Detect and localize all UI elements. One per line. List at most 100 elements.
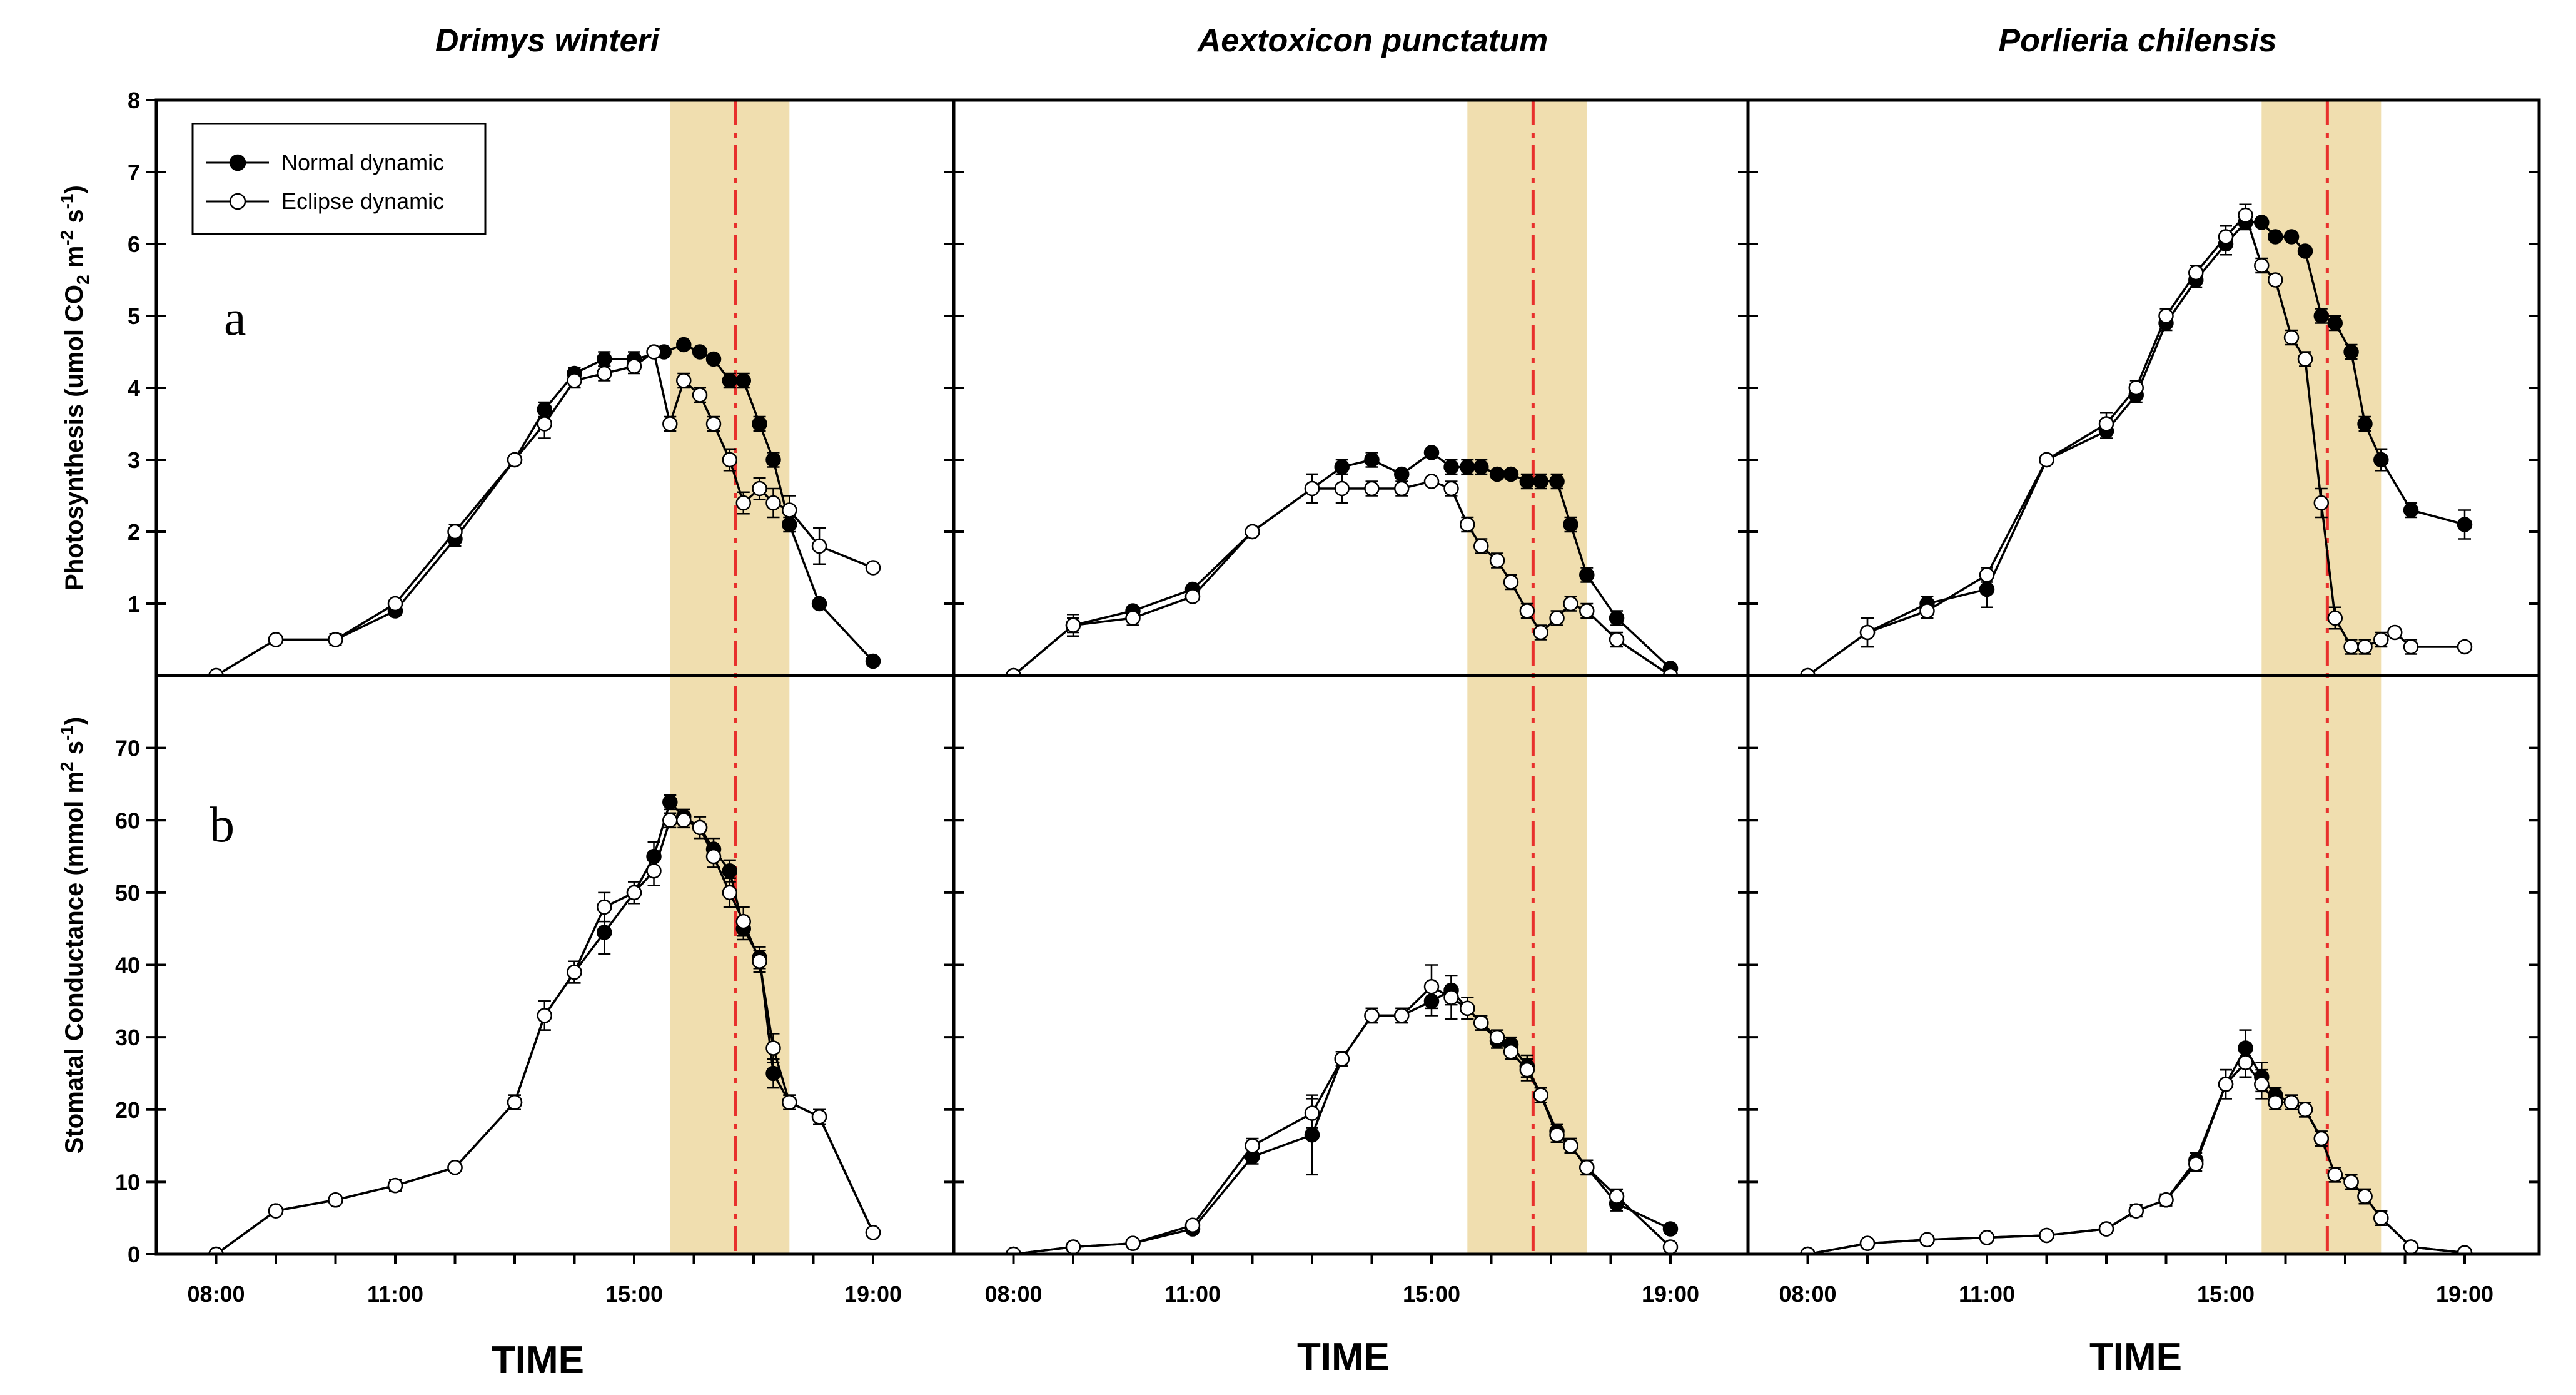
point-photo-0-eclipse-5 <box>507 452 523 468</box>
point-cond-1-normal-5 <box>1304 1127 1320 1143</box>
y-tick-labels: 1 2 3 4 5 6 7 8 0 10 20 30 40 50 60 70 <box>115 88 140 1267</box>
point-photo-1-eclipse-11 <box>1460 517 1475 532</box>
y-axis-b-sup1: 2 <box>57 761 76 771</box>
point-photo-1-normal-9 <box>1423 445 1440 460</box>
point-cond-1-eclipse-16 <box>1533 1087 1549 1103</box>
y-tick-label-b: 70 <box>115 736 140 761</box>
point-photo-2-eclipse-22 <box>2457 639 2473 655</box>
point-photo-1-eclipse-9 <box>1423 474 1440 489</box>
point-cond-0-eclipse-18 <box>765 1040 781 1056</box>
point-photo-1-normal-18 <box>1563 517 1578 532</box>
x-tick-label: 19:00 <box>844 1281 902 1307</box>
x-tick-labels: 08:00 11:00 15:00 19:00 08:00 11:00 15:00 19:00… <box>187 1281 2493 1307</box>
point-cond-0-normal-18 <box>765 1065 781 1082</box>
point-cond-1-eclipse-21 <box>1662 1239 1679 1254</box>
point-photo-2-normal-3 <box>1979 581 1995 597</box>
point-cond-0-eclipse-0 <box>208 1246 224 1254</box>
point-cond-1-eclipse-14 <box>1503 1044 1519 1060</box>
point-cond-0-eclipse-9 <box>626 885 642 901</box>
point-photo-2-eclipse-21 <box>2403 639 2419 655</box>
point-cond-1-normal-21 <box>1662 1221 1679 1237</box>
y-axis-b-sup2: -1 <box>57 725 76 741</box>
point-cond-0-eclipse-5 <box>507 1094 523 1110</box>
point-cond-1-eclipse-10 <box>1443 990 1459 1005</box>
point-cond-2-eclipse-7 <box>2158 1192 2174 1208</box>
point-cond-2-eclipse-2 <box>1919 1232 1935 1248</box>
point-cond-0-eclipse-4 <box>447 1160 463 1175</box>
x-tick-label: 19:00 <box>1642 1281 1699 1307</box>
point-photo-1-normal-19 <box>1579 567 1595 583</box>
point-cond-1-eclipse-15 <box>1519 1062 1535 1078</box>
point-photo-1-normal-17 <box>1549 474 1565 489</box>
point-photo-2-eclipse-12 <box>2268 272 2283 288</box>
species-title-aextoxicon: Aextoxicon punctatum <box>1196 23 1548 59</box>
point-photo-1-eclipse-18 <box>1563 596 1578 612</box>
point-cond-0-eclipse-17 <box>752 953 767 969</box>
point-photo-1-normal-10 <box>1443 459 1459 475</box>
point-cond-0-eclipse-3 <box>387 1177 403 1194</box>
y-axis-title-photosynthesis: Photosynthesis (umol CO2 m-2 s-1) <box>57 185 93 591</box>
point-photo-1-normal-6 <box>1334 459 1350 475</box>
x-axis-title-3: TIME <box>2089 1336 2182 1379</box>
y-tick-label-b: 10 <box>115 1169 140 1195</box>
point-cond-0-eclipse-14 <box>705 848 722 865</box>
point-photo-0-normal-8 <box>597 351 612 367</box>
point-photo-2-normal-19 <box>2373 452 2389 468</box>
x-tick-label: 08:00 <box>187 1281 245 1307</box>
point-photo-2-normal-18 <box>2357 416 2373 432</box>
point-photo-0-eclipse-16 <box>735 495 752 511</box>
point-photo-1-eclipse-8 <box>1394 480 1410 497</box>
point-cond-2-eclipse-4 <box>2039 1227 2054 1244</box>
x-axis-title-1: TIME <box>492 1339 584 1382</box>
point-cond-1-eclipse-2 <box>1125 1235 1141 1251</box>
point-photo-1-eclipse-13 <box>1489 552 1505 569</box>
point-photo-1-eclipse-7 <box>1364 480 1380 497</box>
point-photo-2-eclipse-19 <box>2373 632 2389 647</box>
point-photo-1-eclipse-17 <box>1549 610 1565 626</box>
point-cond-2-eclipse-18 <box>2357 1189 2373 1204</box>
point-cond-2-eclipse-6 <box>2128 1203 2144 1219</box>
series-line-cond-1-normal <box>1013 988 1671 1254</box>
point-photo-2-normal-12 <box>2268 229 2283 245</box>
point-photo-0-eclipse-20 <box>811 538 827 554</box>
point-cond-1-eclipse-8 <box>1394 1008 1410 1023</box>
point-cond-2-eclipse-3 <box>1979 1230 1995 1245</box>
point-photo-0-eclipse-4 <box>447 524 463 540</box>
point-photo-0-normal-19 <box>811 596 827 612</box>
point-cond-2-eclipse-11 <box>2254 1077 2270 1092</box>
point-photo-0-eclipse-2 <box>328 632 343 647</box>
point-photo-1-eclipse-12 <box>1473 538 1489 554</box>
point-photo-2-eclipse-11 <box>2254 258 2270 273</box>
point-cond-1-eclipse-0 <box>1006 1246 1021 1254</box>
point-cond-0-eclipse-21 <box>865 1225 881 1240</box>
point-photo-2-eclipse-1 <box>1859 624 1876 641</box>
legend-box <box>191 123 487 235</box>
conductance-plot-area <box>208 794 2473 1254</box>
point-photo-0-eclipse-12 <box>676 373 692 388</box>
point-photo-2-normal-21 <box>2457 517 2473 532</box>
y-axis-a-main: Photosynthesis (umol CO <box>61 285 88 591</box>
x-tick-label: 11:00 <box>367 1281 423 1307</box>
point-photo-0-eclipse-7 <box>567 373 582 388</box>
point-photo-2-eclipse-3 <box>1979 567 1995 583</box>
point-photo-2-eclipse-15 <box>2313 495 2330 511</box>
y-tick-label-b: 50 <box>115 880 140 906</box>
point-photo-1-eclipse-19 <box>1579 603 1595 619</box>
series-line-photo-1-eclipse <box>1013 480 1671 676</box>
point-photo-0-eclipse-3 <box>387 596 403 612</box>
y-tick-label-b: 40 <box>115 953 140 978</box>
y-tick-label-b: 60 <box>115 808 140 833</box>
point-cond-0-eclipse-11 <box>662 813 678 828</box>
point-cond-2-eclipse-14 <box>2297 1102 2313 1117</box>
point-cond-2-eclipse-10 <box>2238 1055 2253 1070</box>
point-photo-2-eclipse-2 <box>1919 603 1935 619</box>
point-cond-1-eclipse-19 <box>1579 1160 1595 1175</box>
x-tick-label: 08:00 <box>1779 1281 1836 1307</box>
panel-label-a: a <box>224 291 246 346</box>
point-cond-0-eclipse-1 <box>268 1203 284 1219</box>
point-photo-0-normal-12 <box>692 344 708 360</box>
point-cond-0-eclipse-13 <box>692 819 708 836</box>
point-photo-1-normal-7 <box>1364 452 1380 468</box>
series-line-photo-0-eclipse <box>215 350 874 676</box>
